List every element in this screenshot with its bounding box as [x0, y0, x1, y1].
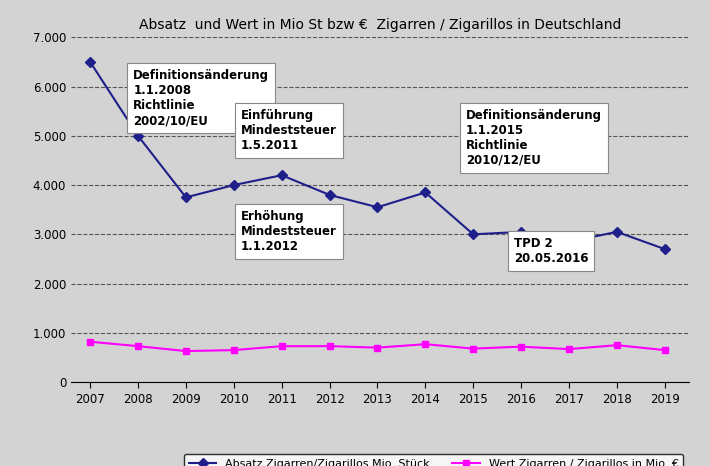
Text: Definitionsänderung
1.1.2015
Richtlinie
2010/12/EU: Definitionsänderung 1.1.2015 Richtlinie …	[466, 109, 602, 167]
Text: Definitionsänderung
1.1.2008
Richtlinie
2002/10/EU: Definitionsänderung 1.1.2008 Richtlinie …	[133, 69, 269, 127]
Legend: Absatz Zigarren/Zigarillos Mio. Stück, Wert Zigarren / Zigarillos in Mio. €: Absatz Zigarren/Zigarillos Mio. Stück, W…	[184, 454, 683, 466]
Text: TPD 2
20.05.2016: TPD 2 20.05.2016	[514, 237, 589, 265]
Title: Absatz  und Wert in Mio St bzw €  Zigarren / Zigarillos in Deutschland: Absatz und Wert in Mio St bzw € Zigarren…	[138, 18, 621, 32]
Text: Einführung
Mindeststeuer
1.5.2011: Einführung Mindeststeuer 1.5.2011	[241, 109, 337, 152]
Text: Erhöhung
Mindeststeuer
1.1.2012: Erhöhung Mindeststeuer 1.1.2012	[241, 210, 337, 253]
